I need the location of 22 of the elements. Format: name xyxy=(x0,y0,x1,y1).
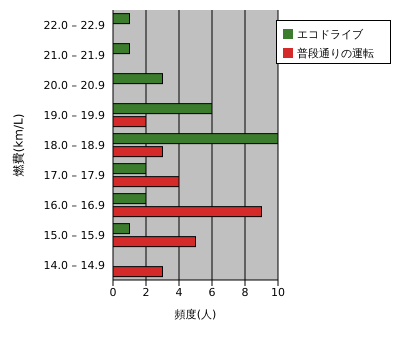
y-tick-label: 19.0 – 19.9 xyxy=(44,108,105,122)
y-axis-title: 燃費(km/L) xyxy=(11,114,26,176)
y-tick-label: 14.0 – 14.9 xyxy=(44,258,105,272)
bar xyxy=(113,43,130,54)
y-tick-label: 20.0 – 20.9 xyxy=(44,78,105,92)
y-tick-label: 21.0 – 21.9 xyxy=(44,48,105,62)
x-tick-label: 8 xyxy=(242,286,248,299)
bar xyxy=(113,13,130,24)
y-tick-label: 18.0 – 18.9 xyxy=(44,138,105,152)
x-tick-label: 0 xyxy=(110,286,116,299)
x-axis-title: 頻度(人) xyxy=(174,308,216,321)
x-tick-label: 2 xyxy=(142,286,150,299)
y-tick-label: 16.0 – 16.9 xyxy=(44,198,105,212)
y-tick-label: 17.0 – 17.9 xyxy=(44,168,105,182)
y-tick-label: 15.0 – 15.9 xyxy=(44,228,105,242)
x-tick-label: 6 xyxy=(208,286,216,299)
x-tick-label: 4 xyxy=(176,286,182,299)
bar xyxy=(113,223,130,234)
legend-label: 普段通りの運転 xyxy=(297,47,374,60)
y-tick-label: 22.0 – 22.9 xyxy=(44,18,105,32)
legend-label: エコドライブ xyxy=(297,28,363,41)
x-tick-label: 10 xyxy=(271,286,285,299)
